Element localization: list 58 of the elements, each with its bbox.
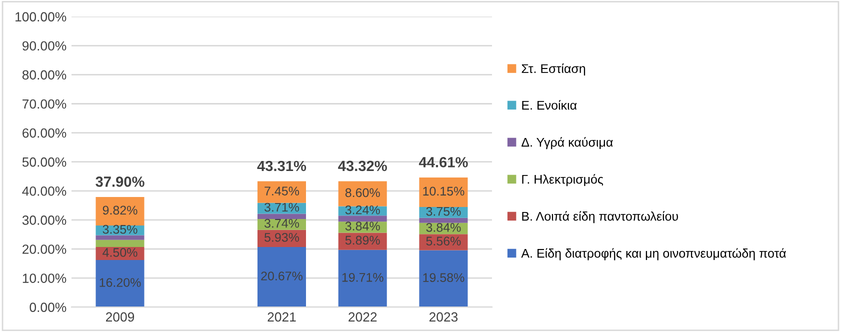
legend-label: Δ. Υγρά καύσιμα (522, 137, 613, 150)
legend-label: Στ. Εστίαση (522, 63, 586, 76)
bar (338, 216, 387, 222)
bar (96, 197, 144, 226)
data-label: 19.58% (423, 273, 464, 282)
data-label: 3.35% (102, 224, 138, 234)
legend-label: Γ. Ηλεκτρισμός (522, 174, 604, 186)
data-label: 16.20% (100, 278, 141, 287)
y-tick-label: 80.00% (22, 70, 66, 80)
bar (338, 250, 387, 308)
data-label: 3.75% (426, 206, 461, 216)
data-label: 9.82% (102, 206, 138, 215)
total-label: 44.61% (418, 157, 468, 168)
bar (257, 181, 306, 203)
data-label: 3.71% (264, 202, 300, 212)
bar (419, 250, 468, 308)
data-label: 3.24% (345, 205, 380, 214)
x-tick-label: 2009 (106, 312, 134, 322)
y-tick-label: 70.00% (22, 99, 66, 109)
y-tick-label: 100.00% (16, 12, 66, 22)
y-tick-label: 90.00% (22, 41, 66, 51)
total-label: 43.32% (338, 160, 387, 172)
legend-label: Α. Είδη διατροφής και μη οινοπνευματώδη ποτά (521, 248, 786, 260)
bar (96, 260, 144, 308)
bar (338, 232, 387, 250)
bar (338, 181, 387, 206)
bar (257, 247, 306, 308)
data-label: 20.67% (261, 272, 302, 280)
total-label: 43.31% (257, 160, 306, 172)
data-label: 3.84% (345, 222, 380, 231)
bar (419, 178, 468, 207)
legend-label: Ε. Ενοίκια (522, 100, 577, 110)
x-tick-label: 2023 (429, 312, 458, 322)
data-label: 5.93% (264, 232, 300, 242)
bar (419, 218, 468, 223)
y-tick-label: 20.00% (22, 244, 66, 254)
y-tick-label: 50.00% (22, 157, 66, 167)
data-label: 5.56% (426, 236, 461, 246)
x-tick-label: 2021 (268, 312, 296, 322)
bar (257, 214, 306, 219)
y-tick-label: 0.00% (30, 302, 66, 312)
bar (96, 240, 144, 247)
y-tick-label: 30.00% (22, 216, 66, 225)
data-label: 7.45% (264, 186, 300, 196)
legend-label: Β. Λοιπά είδη παντοπωλείου (522, 211, 678, 224)
y-tick-label: 40.00% (22, 186, 66, 196)
data-label: 4.50% (102, 248, 138, 257)
x-tick-label: 2022 (348, 312, 377, 322)
data-label: 3.74% (264, 218, 300, 228)
data-label: 3.84% (426, 222, 461, 232)
y-tick-label: 60.00% (22, 128, 66, 138)
data-label: 19.71% (342, 272, 384, 282)
y-tick-label: 10.00% (22, 274, 66, 283)
total-label: 37.90% (96, 176, 144, 187)
data-label: 8.60% (345, 188, 380, 198)
bar (96, 235, 144, 240)
data-label: 5.89% (345, 236, 380, 245)
data-label: 10.15% (423, 186, 464, 196)
